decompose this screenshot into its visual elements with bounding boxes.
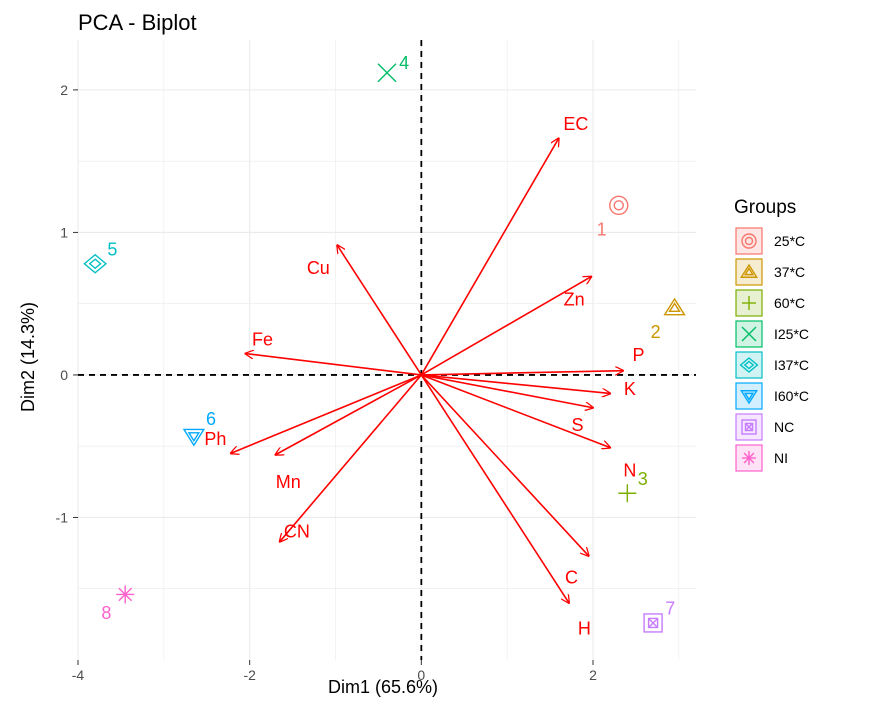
grid-lines xyxy=(77,40,696,660)
legend-item-25c: 25*C xyxy=(735,227,805,255)
legend-key xyxy=(735,258,763,286)
legend-label: I37*C xyxy=(774,357,809,373)
point-label-2: 2 xyxy=(651,322,661,342)
legend-key xyxy=(735,320,763,348)
loading-label-mn: Mn xyxy=(276,472,301,492)
point-1: 1 xyxy=(597,195,629,240)
loading-arrow-ec xyxy=(420,138,558,376)
legend-item-ni: NI xyxy=(735,444,788,472)
y-tick-label: 0 xyxy=(60,367,68,383)
legend-label: NC xyxy=(774,419,794,435)
loading-arrow-n xyxy=(421,374,610,448)
loading-label-s: S xyxy=(572,415,584,435)
legend-item-nc: NC xyxy=(735,413,794,441)
point-label-8: 8 xyxy=(101,603,111,623)
loading-arrow-h xyxy=(420,374,569,603)
y-axis-title: Dim2 (14.3%) xyxy=(18,302,38,412)
legend-label: 25*C xyxy=(774,233,805,249)
loading-label-cu: Cu xyxy=(307,258,330,278)
x-tick-label: 0 xyxy=(417,667,425,683)
point-2: 2 xyxy=(651,297,686,342)
loading-label-h: H xyxy=(578,619,591,639)
loading-arrow-zn xyxy=(420,277,591,376)
legend-key-symbol xyxy=(742,296,756,310)
point-label-4: 4 xyxy=(399,53,409,73)
loading-arrow-mn xyxy=(275,374,422,455)
loading-arrow-fe xyxy=(245,354,422,376)
point-3: 3 xyxy=(618,469,648,503)
legend-item-i25c: I25*C xyxy=(735,320,809,348)
loading-arrow-cu xyxy=(337,245,423,376)
legend-key-symbol xyxy=(740,263,758,278)
point-7: 7 xyxy=(643,599,675,633)
chart-title: PCA - Biplot xyxy=(78,10,197,35)
point-5: 5 xyxy=(83,240,117,274)
point-label-1: 1 xyxy=(597,220,607,240)
x-tick-label: -2 xyxy=(243,667,256,683)
x-axis-title: Dim1 (65.6%) xyxy=(328,677,438,697)
loading-label-ph: Ph xyxy=(204,429,226,449)
point-4: 4 xyxy=(377,53,409,83)
legend-item-i60c: I60*C xyxy=(735,382,809,410)
point-label-6: 6 xyxy=(206,409,216,429)
loading-label-p: P xyxy=(632,345,644,365)
y-tick-label: -1 xyxy=(56,509,69,525)
legend-label: I60*C xyxy=(774,388,809,404)
legend-key xyxy=(735,227,763,255)
legend-label: 37*C xyxy=(774,264,805,280)
legend-item-37c: 37*C xyxy=(735,258,805,286)
loading-label-fe: Fe xyxy=(252,329,273,349)
point-label-3: 3 xyxy=(638,469,648,489)
loading-arrow-s xyxy=(421,374,593,408)
loading-arrow-k xyxy=(421,374,610,394)
loading-arrow-ph xyxy=(231,374,422,453)
point-label-7: 7 xyxy=(665,599,675,619)
point-label-5: 5 xyxy=(107,240,117,260)
x-tick-label: 2 xyxy=(589,667,597,683)
loading-label-k: K xyxy=(624,379,636,399)
legend-key-symbol xyxy=(741,233,757,249)
legend-label: NI xyxy=(774,450,788,466)
loading-arrow-p xyxy=(421,371,623,376)
point-8: 8 xyxy=(101,585,135,623)
reference-lines xyxy=(78,40,696,660)
point-6: 6 xyxy=(182,409,216,447)
legend-label: I25*C xyxy=(774,326,809,342)
y-tick-label: 2 xyxy=(60,82,68,98)
legend-key-symbol xyxy=(741,419,757,435)
loading-arrows: EC Cu Zn Fe PK S N Ph Mn CN C H xyxy=(204,114,644,639)
axes: -4 -2 0 2 -1 0 1 2 xyxy=(56,82,598,683)
legend-item-60c: 60*C xyxy=(735,289,805,317)
y-tick-label: 1 xyxy=(60,224,68,240)
legend-title: Groups xyxy=(734,197,796,218)
legend-key-symbol xyxy=(740,390,758,405)
legend: Groups 25*C 37*C 60*C I25*C I37*C I60*C NC NI xyxy=(734,197,809,472)
loading-label-c: C xyxy=(565,567,578,587)
loading-label-n: N xyxy=(623,460,636,480)
loading-label-ec: EC xyxy=(563,114,588,134)
legend-key-symbol xyxy=(741,326,757,342)
legend-key-symbol xyxy=(742,451,756,465)
loading-label-cn: CN xyxy=(284,522,310,542)
loading-arrow-cn xyxy=(280,374,422,542)
loading-arrow-c xyxy=(420,374,588,556)
legend-item-i37c: I37*C xyxy=(735,351,809,379)
x-tick-label: -4 xyxy=(72,667,85,683)
legend-key-symbol xyxy=(739,357,759,373)
legend-label: 60*C xyxy=(774,295,805,311)
legend-key xyxy=(735,382,763,410)
data-points: 1 2 3 4 5 6 7 8 xyxy=(83,53,686,633)
loading-label-zn: Zn xyxy=(564,289,585,309)
